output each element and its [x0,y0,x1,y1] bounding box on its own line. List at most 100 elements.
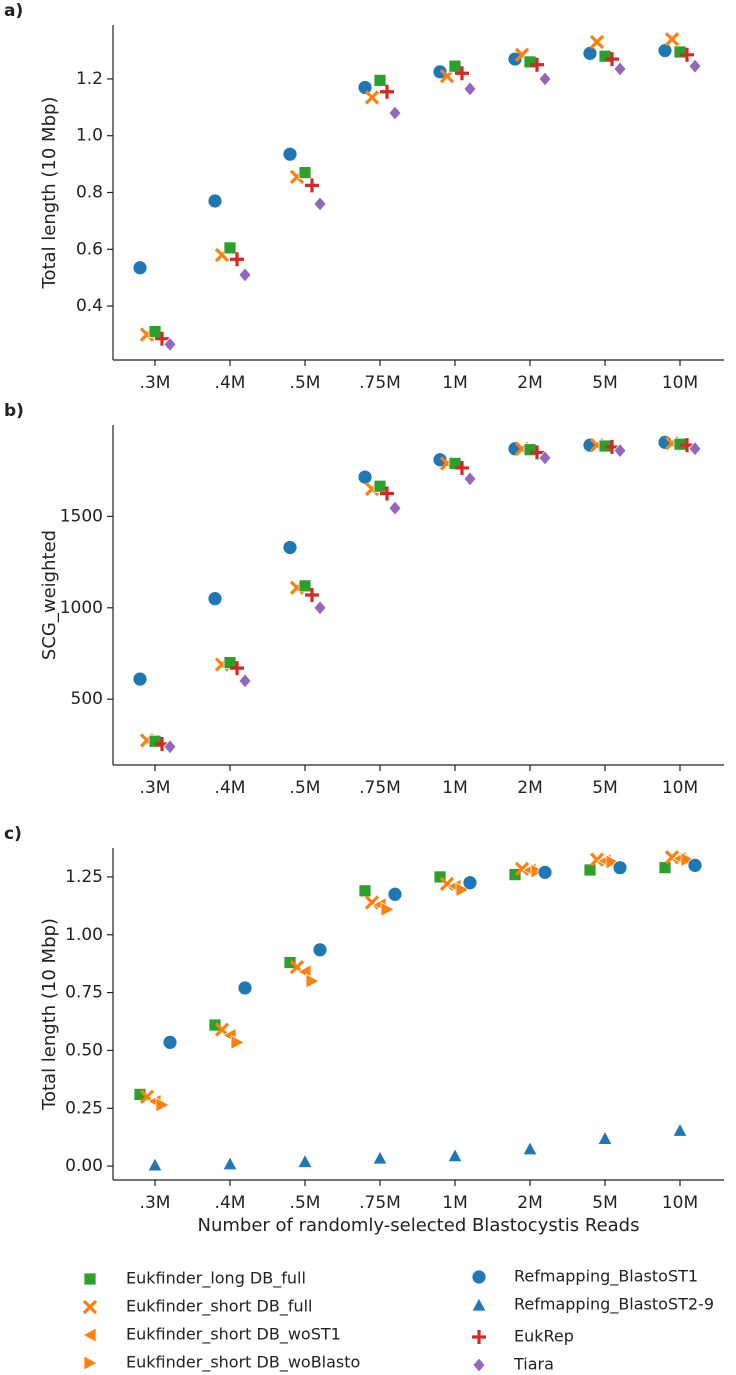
x-tick-label: .3M [140,373,171,393]
legend-marker [471,1269,487,1285]
panel-label: b) [4,401,24,421]
data-point [455,66,469,81]
x-tick-label: 10M [662,778,698,798]
data-point [222,1155,238,1171]
data-point [455,881,470,898]
data-point [463,81,477,97]
data-point [688,441,702,457]
data-point [432,452,448,468]
x-tick-label: .4M [215,373,246,393]
y-tick-label: 1.0 [76,126,103,146]
data-point [514,861,530,876]
data-point [507,51,523,67]
data-point [155,331,169,346]
data-point [283,956,297,969]
data-point [447,1147,463,1163]
x-tick-label: .75M [359,373,401,393]
x-tick-label: 5M [592,778,617,798]
x-tick-label: .75M [359,778,401,798]
data-point [664,850,680,865]
data-point [207,591,223,607]
y-tick-label: 1000 [60,598,103,618]
y-tick-label: 0.50 [65,1040,103,1060]
y-tick-label: 0.4 [76,296,103,316]
legend-marker [83,1272,97,1286]
data-point [538,71,552,87]
x-tick-label: 2M [517,373,542,393]
data-point [297,1153,313,1168]
y-tick-label: 1.2 [76,69,103,89]
x-tick-label: .5M [290,1193,321,1213]
data-point [538,450,552,466]
x-tick-label: .3M [140,778,171,798]
legend-marker [83,1355,98,1371]
data-point [380,486,394,501]
panel-label: c) [4,824,22,844]
y-tick-label: 1.25 [65,867,103,887]
x-tick-label: 1M [442,1193,467,1213]
x-tick-label: .5M [290,373,321,393]
data-point [380,84,394,99]
data-point [597,1130,613,1145]
data-point [455,460,469,475]
data-point [605,854,620,870]
x-tick-label: 10M [662,373,698,393]
data-point [688,58,702,74]
data-point [162,1034,178,1050]
data-point [664,32,680,47]
x-tick-label: .3M [140,1193,171,1213]
data-point [380,901,395,917]
data-point [357,80,373,95]
data-point [357,469,373,485]
x-axis-label: Number of randomly-selected Blastocystis… [198,1215,640,1236]
legend-marker [82,1327,97,1343]
data-point [530,57,544,72]
y-axis-label: Total length (10 Mbp) [39,97,60,290]
data-point [537,864,553,880]
legend-marker [82,1299,98,1315]
data-point [372,1150,388,1165]
data-point [163,739,177,755]
data-point [312,942,328,958]
data-point [237,980,253,996]
data-point [155,1097,170,1113]
data-point [313,600,327,616]
legend-marker [471,1297,487,1312]
y-tick-label: 1.00 [65,925,103,945]
data-point [613,442,627,459]
legend-label: Refmapping_BlastoST2-9 [514,1295,714,1315]
data-point [612,860,628,876]
x-tick-label: 1M [442,778,467,798]
data-point [589,852,605,867]
legend-marker [472,1330,486,1344]
y-tick-label: 500 [71,689,103,709]
data-point [230,661,244,676]
data-point [358,884,372,898]
legend-label: Tiara [513,1355,554,1374]
data-point [223,241,237,255]
data-point [238,267,252,283]
x-tick-label: 5M [592,373,617,393]
x-tick-label: .5M [290,778,321,798]
x-tick-label: 5M [592,1193,617,1213]
x-tick-label: 10M [662,1193,698,1213]
data-point [373,73,387,87]
legend-label: Refmapping_BlastoST1 [514,1267,698,1287]
data-point [605,52,619,67]
data-point [589,34,605,50]
x-tick-label: 2M [517,1193,542,1213]
data-point [462,875,478,891]
legend-label: EukRep [514,1327,574,1346]
data-point [522,1140,538,1156]
y-tick-label: 0.8 [76,183,103,203]
data-point [230,1034,245,1051]
data-point [448,59,462,73]
x-tick-label: .4M [215,1193,246,1213]
y-axis-label: SCG_weighted [39,530,60,660]
data-point [658,861,672,875]
data-point [305,973,320,989]
data-point [132,671,148,687]
y-tick-label: 0.75 [65,983,103,1003]
panel-label: a) [4,1,23,21]
legend-label: Eukfinder_short DB_woBlasto [126,1353,360,1373]
